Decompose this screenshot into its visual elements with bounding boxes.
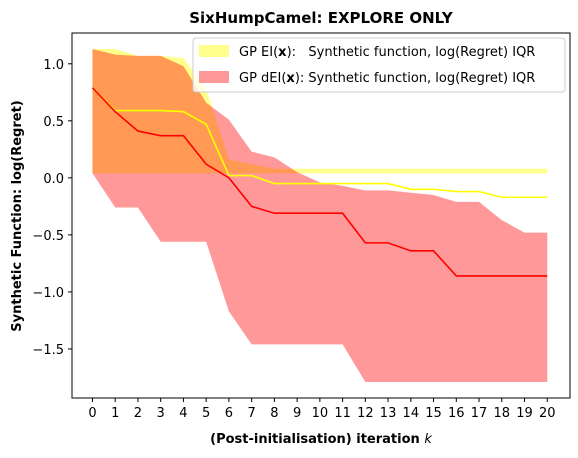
legend-swatch-ei (199, 45, 229, 57)
x-axis-label: (Post-initialisation) iteration k (210, 432, 432, 447)
legend: GP EI(x): Synthetic function, log(Regret… (192, 37, 566, 93)
median-lines (91, 87, 548, 277)
x-tick-label: 17 (471, 406, 488, 421)
y-tick-label: 0.0 (43, 172, 64, 187)
x-tick-label: 6 (225, 406, 233, 421)
y-tick-label: −0.5 (32, 229, 64, 244)
x-tick-label: 16 (448, 406, 465, 421)
x-tick-label: 2 (134, 406, 142, 421)
legend-box (192, 37, 566, 93)
x-tick-label: 1 (111, 406, 119, 421)
x-tick-label: 3 (157, 406, 165, 421)
x-tick-label: 19 (516, 406, 533, 421)
legend-label-dei: GP dEI(x): Synthetic function, log(Regre… (239, 71, 535, 86)
x-tick-label: 15 (425, 406, 442, 421)
plot-area (91, 48, 548, 383)
legend-swatch-dei (199, 71, 229, 83)
x-tick-label: 0 (88, 406, 96, 421)
x-tick-label: 18 (494, 406, 511, 421)
x-tick-label: 4 (179, 406, 187, 421)
y-tick-label: −1.0 (32, 286, 64, 301)
legend-label-ei: GP EI(x): Synthetic function, log(Regret… (239, 45, 535, 60)
y-tick-label: 0.5 (43, 115, 64, 130)
x-tick-label: 13 (380, 406, 397, 421)
iqr-band-gp-ei (92, 48, 548, 174)
x-tick-label: 20 (539, 406, 556, 421)
chart-title: SixHumpCamel: EXPLORE ONLY (189, 9, 454, 27)
x-tick-label: 10 (312, 406, 329, 421)
median-line-gp-ei (91, 87, 548, 199)
x-axis-ticks: 0 1 2 3 4 5 6 7 8 9 10 11 12 13 14 15 16 17 18 19 20 (88, 398, 556, 421)
x-tick-label: 7 (248, 406, 256, 421)
y-axis-ticks: −1.5 −1.0 −0.5 0.0 0.5 1.0 (32, 58, 72, 358)
plot-frame (71, 32, 571, 399)
y-tick-label: 1.0 (43, 58, 64, 73)
iqr-band-gp-dei (92, 48, 548, 383)
x-tick-label: 12 (357, 406, 374, 421)
x-axis-label-text: (Post-initialisation) iteration (210, 432, 420, 447)
x-tick-label: 8 (270, 406, 278, 421)
y-tick-label: −1.5 (32, 343, 64, 358)
x-tick-label: 5 (202, 406, 210, 421)
x-tick-label: 9 (293, 406, 301, 421)
median-line-gp-dei (91, 87, 548, 277)
x-tick-label: 11 (334, 406, 351, 421)
x-axis-label-var: k (424, 432, 432, 447)
x-tick-label: 14 (403, 406, 420, 421)
iqr-bands (92, 48, 548, 383)
y-axis-label: Synthetic Function: log(Regret) (10, 100, 25, 331)
